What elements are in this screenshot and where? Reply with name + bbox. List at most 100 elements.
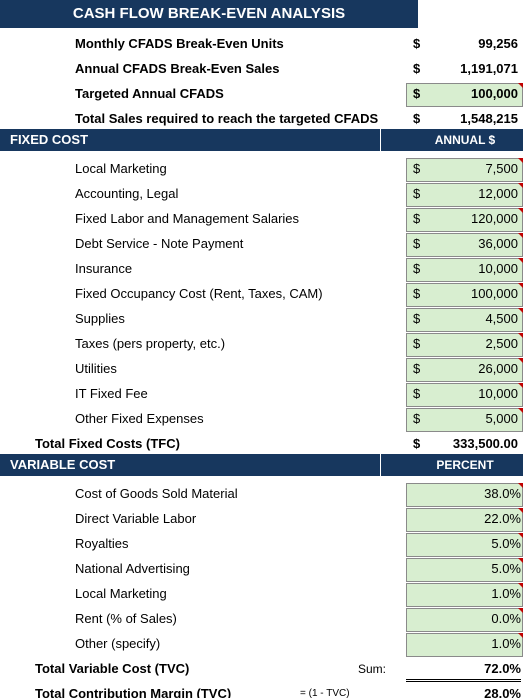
item-label: Utilities — [75, 361, 117, 376]
item-value: 22.0% — [484, 511, 521, 526]
comment-marker — [518, 608, 523, 613]
input-cell — [406, 358, 523, 382]
input-cell — [406, 558, 523, 582]
summary-value: 1,191,071 — [460, 61, 518, 76]
input-cell — [406, 183, 523, 207]
currency: $ — [413, 86, 421, 101]
comment-marker — [518, 233, 523, 238]
item-value: 12,000 — [478, 186, 518, 201]
input-cell — [406, 158, 523, 182]
currency: $ — [413, 111, 421, 126]
total-label: Total Fixed Costs (TFC) — [35, 436, 180, 451]
currency: $ — [413, 411, 421, 426]
total-value: 72.0% — [406, 659, 521, 682]
currency: $ — [413, 361, 421, 376]
comment-marker — [518, 558, 523, 563]
item-value: 2,500 — [485, 336, 518, 351]
input-cell — [406, 208, 523, 232]
item-value: 100,000 — [471, 286, 518, 301]
item-value: 0.0% — [491, 611, 521, 626]
currency: $ — [413, 286, 421, 301]
item-label: Royalties — [75, 536, 129, 551]
item-value: 26,000 — [478, 361, 518, 376]
currency: $ — [413, 211, 421, 226]
comment-marker — [518, 508, 523, 513]
input-cell — [406, 408, 523, 432]
currency: $ — [413, 336, 421, 351]
column-header: PERCENT — [380, 454, 523, 476]
item-value: 1.0% — [491, 586, 521, 601]
item-label: Fixed Occupancy Cost (Rent, Taxes, CAM) — [75, 286, 323, 301]
comment-marker — [518, 158, 523, 163]
section-bar: FIXED COST — [0, 129, 380, 151]
input-cell — [406, 608, 523, 632]
summary-label: Total Sales required to reach the target… — [75, 111, 379, 126]
item-label: Accounting, Legal — [75, 186, 179, 201]
summary-label: Monthly CFADS Break-Even Units — [75, 36, 284, 51]
input-cell — [406, 508, 523, 532]
title-bar: CASH FLOW BREAK-EVEN ANALYSIS — [0, 0, 418, 28]
comment-marker — [518, 333, 523, 338]
comment-marker — [518, 183, 523, 188]
item-label: Other (specify) — [75, 636, 161, 651]
note: Sum: — [358, 662, 387, 676]
currency: $ — [413, 236, 421, 251]
item-label: Insurance — [75, 261, 133, 276]
summary-value: 99,256 — [478, 36, 518, 51]
item-value: 7,500 — [485, 161, 518, 176]
comment-marker — [518, 583, 523, 588]
input-cell — [406, 583, 523, 607]
input-cell — [406, 258, 523, 282]
total-value: 28.0% — [484, 686, 521, 698]
input-cell — [406, 333, 523, 357]
comment-marker — [518, 308, 523, 313]
currency: $ — [413, 186, 421, 201]
item-value: 10,000 — [478, 261, 518, 276]
item-value: 5,000 — [485, 411, 518, 426]
summary-value: 100,000 — [471, 86, 518, 101]
item-label: Supplies — [75, 311, 125, 326]
item-value: 10,000 — [478, 386, 518, 401]
currency: $ — [413, 36, 421, 51]
input-cell — [406, 633, 523, 657]
input-cell — [406, 233, 523, 257]
comment-marker — [518, 533, 523, 538]
item-label: Local Marketing — [75, 586, 167, 601]
comment-marker — [518, 283, 523, 288]
comment-marker — [518, 208, 523, 213]
comment-marker — [518, 83, 523, 88]
currency: $ — [413, 161, 421, 176]
note: = (1 - TVC) — [300, 688, 350, 698]
currency: $ — [413, 261, 421, 276]
total-value: 333,500.00 — [452, 436, 518, 451]
comment-marker — [518, 258, 523, 263]
comment-marker — [518, 358, 523, 363]
comment-marker — [518, 383, 523, 388]
item-label: Cost of Goods Sold Material — [75, 486, 238, 501]
summary-value: 1,548,215 — [460, 111, 518, 126]
item-value: 5.0% — [491, 536, 521, 551]
summary-label: Targeted Annual CFADS — [75, 86, 224, 101]
item-label: Rent (% of Sales) — [75, 611, 177, 626]
total-label: Total Variable Cost (TVC) — [35, 661, 190, 676]
item-label: National Advertising — [75, 561, 190, 576]
item-value: 1.0% — [491, 636, 521, 651]
comment-marker — [518, 483, 523, 488]
input-cell — [406, 83, 523, 107]
item-label: Other Fixed Expenses — [75, 411, 204, 426]
item-label: IT Fixed Fee — [75, 386, 148, 401]
item-label: Fixed Labor and Management Salaries — [75, 211, 300, 226]
item-value: 4,500 — [485, 311, 518, 326]
currency: $ — [413, 61, 421, 76]
summary-label: Annual CFADS Break-Even Sales — [75, 61, 280, 76]
input-cell — [406, 483, 523, 507]
currency: $ — [413, 436, 421, 451]
item-value: 36,000 — [478, 236, 518, 251]
item-label: Debt Service - Note Payment — [75, 236, 244, 251]
item-label: Direct Variable Labor — [75, 511, 197, 526]
input-cell — [406, 308, 523, 332]
input-cell — [406, 533, 523, 557]
currency: $ — [413, 386, 421, 401]
item-label: Local Marketing — [75, 161, 167, 176]
